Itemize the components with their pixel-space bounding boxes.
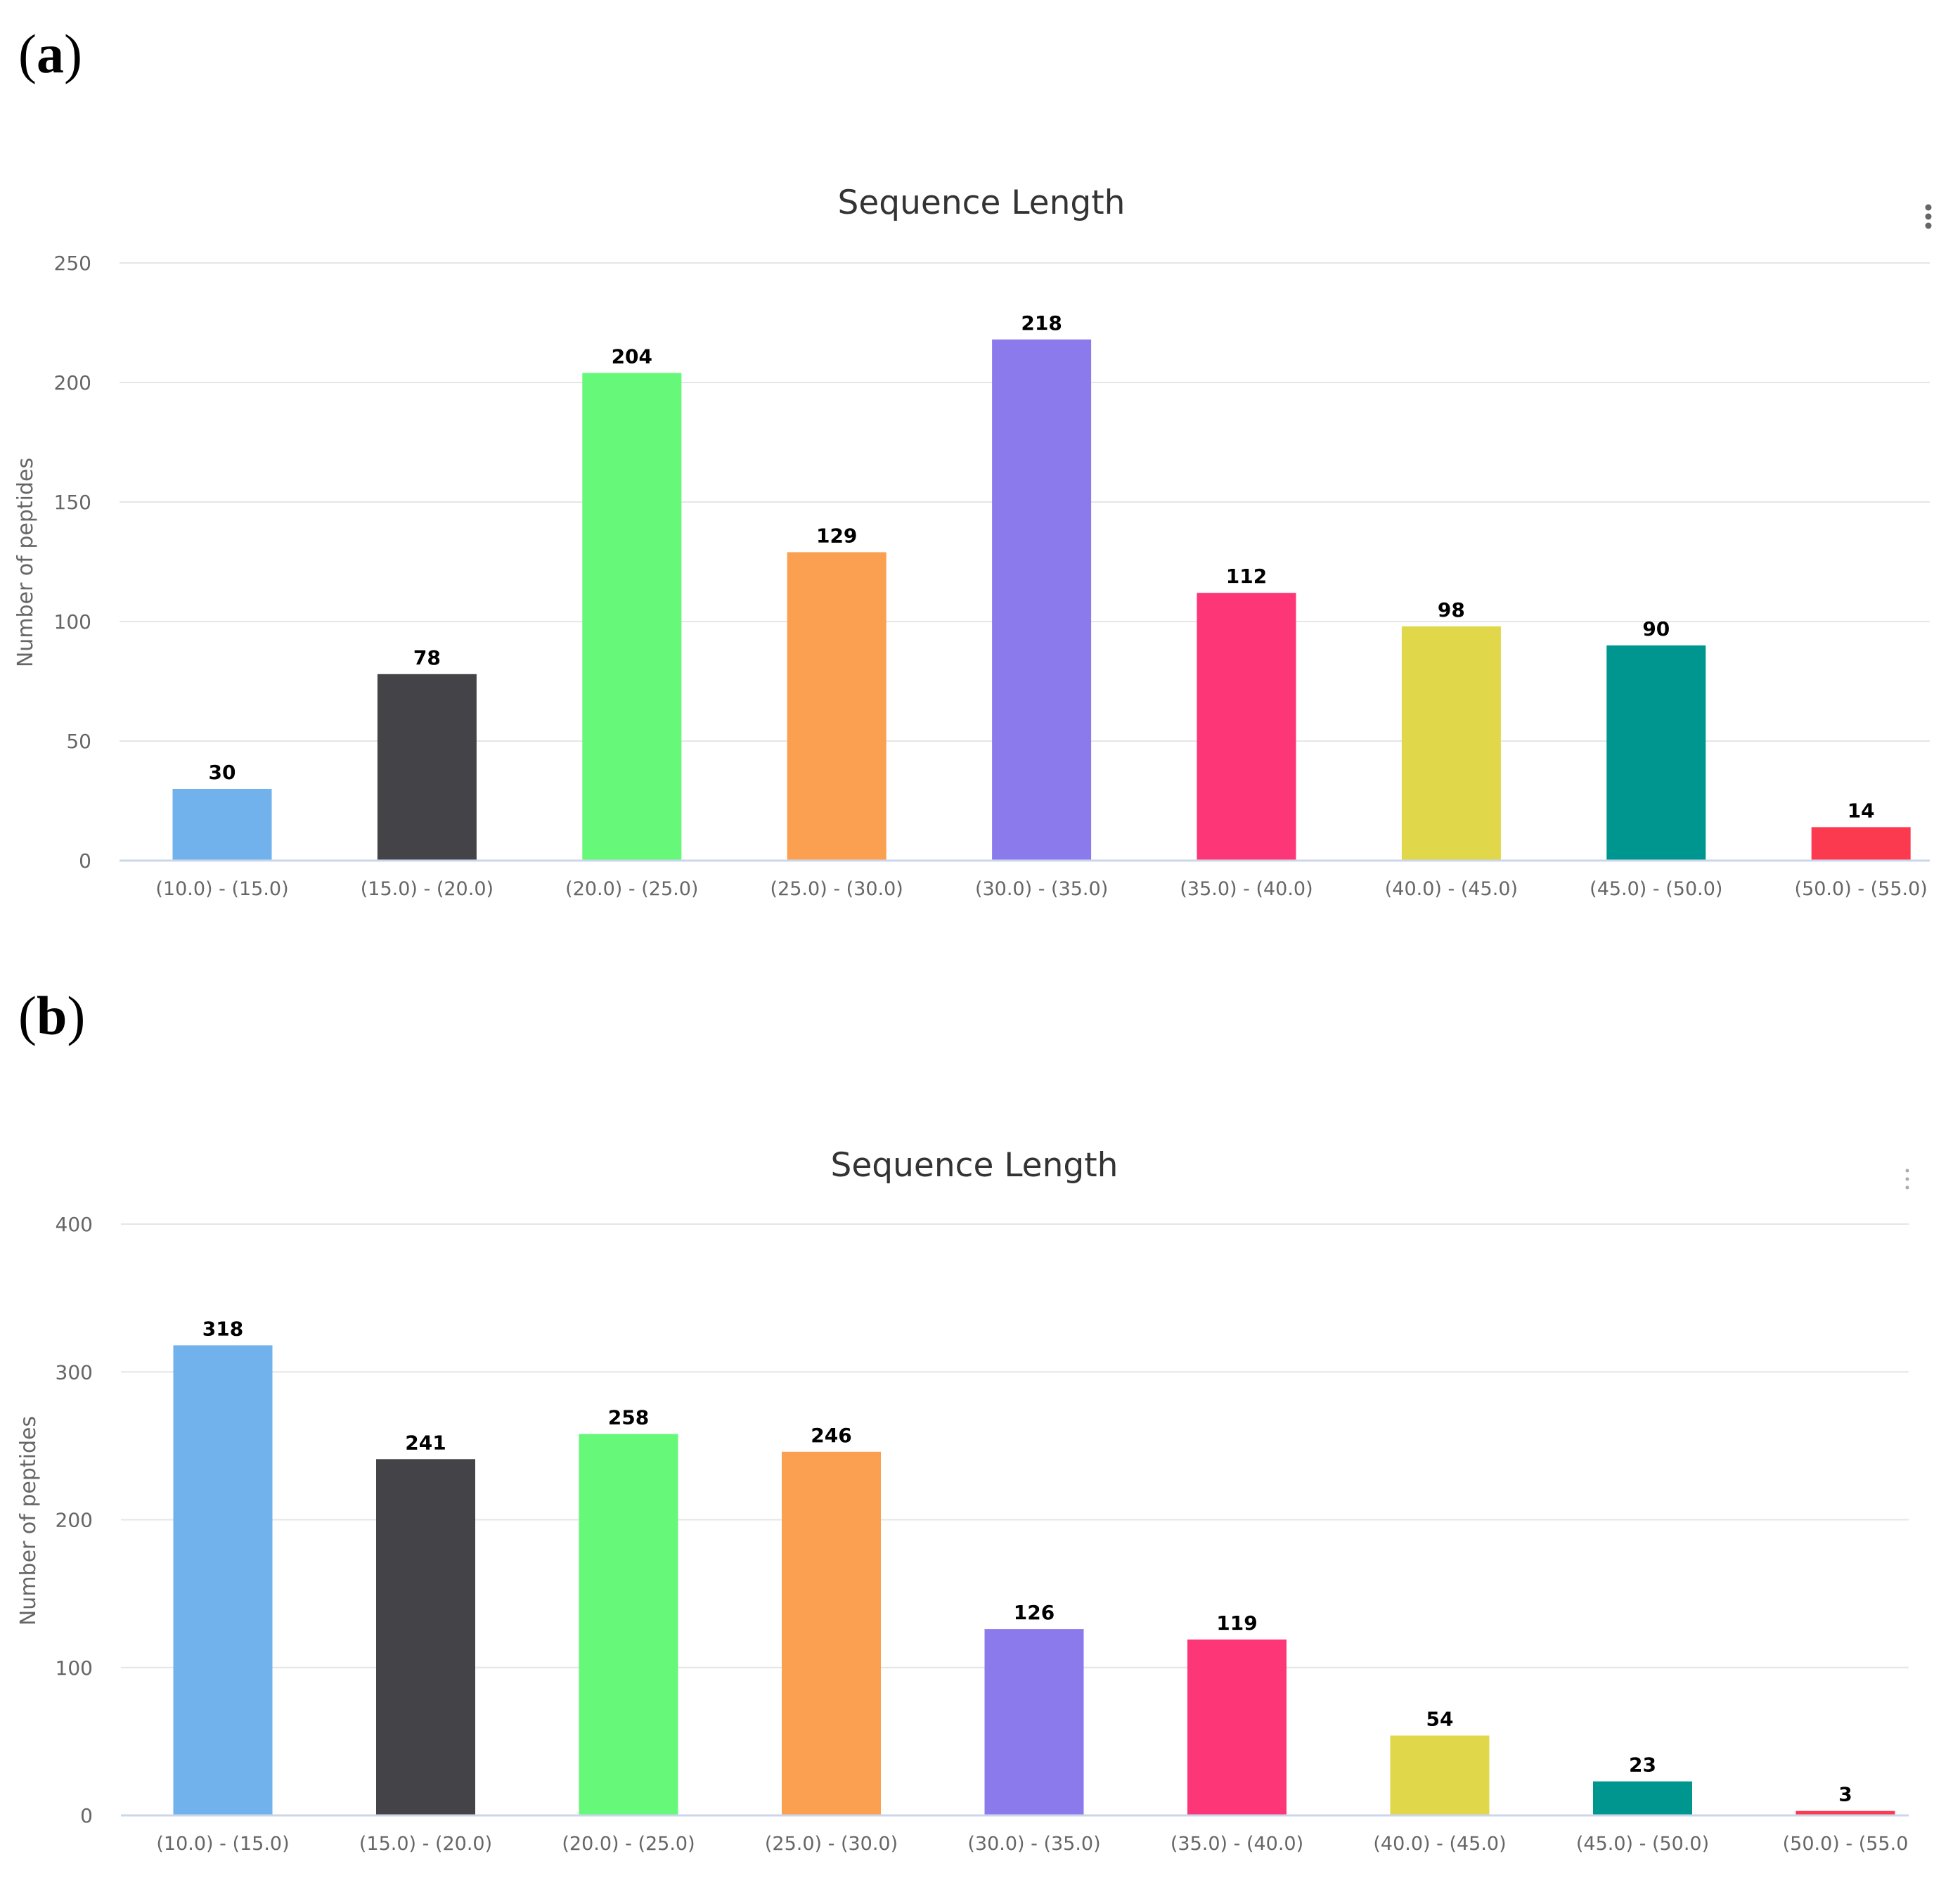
- y-tick-label: 400: [56, 1213, 93, 1236]
- data-label: 30: [209, 761, 236, 784]
- x-tick-label: (35.0) - (40.0): [1171, 1833, 1303, 1855]
- data-label: 241: [405, 1431, 446, 1454]
- data-labels: 318 241 258 246 126 119 54 23 3: [202, 1317, 1852, 1806]
- y-tick-label: 150: [54, 491, 91, 514]
- y-tick-label: 50: [66, 730, 91, 753]
- data-label: 54: [1426, 1707, 1454, 1730]
- bar[interactable]: [1606, 645, 1706, 861]
- data-label: 258: [608, 1406, 649, 1429]
- bar-chart-b: Sequence Length Number of peptides 0 100 2…: [16, 1146, 1921, 1855]
- y-tick-label: 0: [80, 1804, 93, 1827]
- y-axis-ticks: 0 50 100 150 200 250: [54, 252, 91, 873]
- panel-label-open: (: [18, 23, 37, 84]
- bar[interactable]: [782, 1451, 881, 1815]
- data-label: 14: [1848, 799, 1875, 822]
- bar[interactable]: [377, 674, 477, 861]
- context-menu-icon[interactable]: [1893, 1163, 1921, 1197]
- context-menu-icon[interactable]: [1914, 200, 1942, 233]
- x-tick-label: (25.0) - (30.0): [765, 1833, 898, 1855]
- panel-label-close: ): [67, 985, 86, 1046]
- data-label: 126: [1014, 1601, 1055, 1624]
- y-tick-label: 200: [56, 1509, 93, 1532]
- x-tick-label: (20.0) - (25.0): [562, 1833, 695, 1855]
- x-tick-label: (35.0) - (40.0): [1180, 878, 1313, 900]
- x-tick-label: (10.0) - (15.0): [155, 878, 288, 900]
- bar[interactable]: [173, 1345, 273, 1815]
- y-axis-ticks: 0 100 200 300 400: [56, 1213, 93, 1827]
- x-tick-label: (40.0) - (45.0): [1385, 878, 1518, 900]
- y-axis-label: Number of peptides: [16, 1416, 41, 1626]
- y-tick-label: 100: [56, 1656, 93, 1680]
- bar[interactable]: [787, 552, 886, 861]
- y-tick-label: 200: [54, 371, 91, 394]
- bar[interactable]: [1401, 626, 1501, 861]
- bar[interactable]: [579, 1434, 678, 1815]
- panel-label-close: ): [63, 23, 82, 84]
- data-label: 98: [1438, 598, 1465, 622]
- data-label: 129: [816, 524, 857, 547]
- bars: [173, 1345, 1895, 1815]
- x-tick-label: (45.0) - (50.0): [1576, 1833, 1709, 1855]
- x-axis-ticks: (10.0) - (15.0) (15.0) - (20.0) (20.0) - (…: [155, 878, 1927, 900]
- x-tick-label: (45.0) - (50.0): [1590, 878, 1722, 900]
- x-tick-label: (50.0) - (55.0): [1795, 878, 1928, 900]
- panel-label-b: (b): [18, 989, 85, 1043]
- x-tick-label: (30.0) - (35.0): [967, 1833, 1100, 1855]
- panel-label-open: (: [18, 985, 37, 1046]
- x-tick-label: (25.0) - (30.0): [771, 878, 903, 900]
- bar[interactable]: [172, 789, 272, 861]
- data-label: 112: [1226, 565, 1267, 588]
- bar[interactable]: [582, 373, 682, 861]
- y-tick-label: 300: [56, 1360, 93, 1384]
- bar[interactable]: [1811, 827, 1911, 861]
- x-axis-ticks: (10.0) - (15.0) (15.0) - (20.0) (20.0) - (…: [156, 1833, 1908, 1855]
- y-tick-label: 100: [54, 610, 91, 633]
- y-tick-label: 0: [79, 849, 91, 873]
- bar[interactable]: [1795, 1810, 1895, 1815]
- panel-label-a: (a): [18, 27, 82, 82]
- data-label: 3: [1838, 1783, 1852, 1806]
- bar[interactable]: [984, 1629, 1084, 1815]
- panel-label-letter: a: [36, 23, 64, 84]
- x-tick-label: (20.0) - (25.0): [565, 878, 698, 900]
- data-label: 218: [1021, 311, 1062, 335]
- x-tick-label: (30.0) - (35.0): [975, 878, 1108, 900]
- bar[interactable]: [1390, 1735, 1490, 1815]
- panel-label-letter: b: [36, 985, 67, 1046]
- chart-title: Sequence Length: [831, 1146, 1118, 1185]
- bars: [172, 339, 1911, 861]
- data-label: 318: [202, 1317, 243, 1340]
- x-tick-label: (40.0) - (45.0): [1373, 1833, 1506, 1855]
- y-tick-label: 250: [54, 252, 91, 275]
- data-label: 78: [413, 646, 441, 669]
- bar[interactable]: [992, 339, 1092, 861]
- bar[interactable]: [1187, 1639, 1287, 1815]
- data-label: 119: [1216, 1611, 1257, 1635]
- x-tick-label: (15.0) - (20.0): [361, 878, 494, 900]
- bar[interactable]: [376, 1459, 475, 1815]
- x-tick-label: (10.0) - (15.0): [156, 1833, 289, 1855]
- x-tick-label: (15.0) - (20.0): [359, 1833, 492, 1855]
- data-label: 90: [1642, 617, 1670, 641]
- x-tick-label: (50.0) - (55.0: [1783, 1833, 1909, 1855]
- bar[interactable]: [1197, 593, 1296, 861]
- data-labels: 30 78 204 129 218 112 98 90 14: [209, 311, 1875, 823]
- bar-chart-a: Sequence Length Number of peptides 0 50 10…: [13, 184, 1942, 900]
- data-label: 246: [811, 1424, 851, 1447]
- data-label: 23: [1629, 1754, 1656, 1777]
- bar[interactable]: [1593, 1781, 1692, 1815]
- y-axis-label: Number of peptides: [13, 458, 38, 667]
- chart-title: Sequence Length: [838, 184, 1126, 222]
- data-label: 204: [612, 345, 652, 368]
